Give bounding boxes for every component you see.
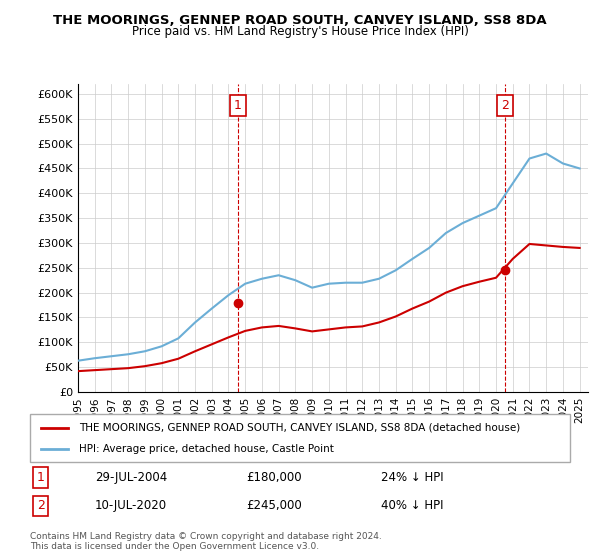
Text: 1: 1 <box>37 471 45 484</box>
FancyBboxPatch shape <box>30 414 570 462</box>
Text: HPI: Average price, detached house, Castle Point: HPI: Average price, detached house, Cast… <box>79 444 334 454</box>
Text: THE MOORINGS, GENNEP ROAD SOUTH, CANVEY ISLAND, SS8 8DA: THE MOORINGS, GENNEP ROAD SOUTH, CANVEY … <box>53 14 547 27</box>
Text: £245,000: £245,000 <box>246 500 302 512</box>
Text: Contains HM Land Registry data © Crown copyright and database right 2024.
This d: Contains HM Land Registry data © Crown c… <box>30 532 382 552</box>
Text: THE MOORINGS, GENNEP ROAD SOUTH, CANVEY ISLAND, SS8 8DA (detached house): THE MOORINGS, GENNEP ROAD SOUTH, CANVEY … <box>79 423 520 433</box>
Text: 29-JUL-2004: 29-JUL-2004 <box>95 471 167 484</box>
Text: Price paid vs. HM Land Registry's House Price Index (HPI): Price paid vs. HM Land Registry's House … <box>131 25 469 38</box>
Text: 24% ↓ HPI: 24% ↓ HPI <box>381 471 443 484</box>
Text: 40% ↓ HPI: 40% ↓ HPI <box>381 500 443 512</box>
Text: 10-JUL-2020: 10-JUL-2020 <box>95 500 167 512</box>
Text: 2: 2 <box>37 500 45 512</box>
Text: £180,000: £180,000 <box>246 471 302 484</box>
Text: 2: 2 <box>501 99 509 112</box>
Text: 1: 1 <box>234 99 242 112</box>
